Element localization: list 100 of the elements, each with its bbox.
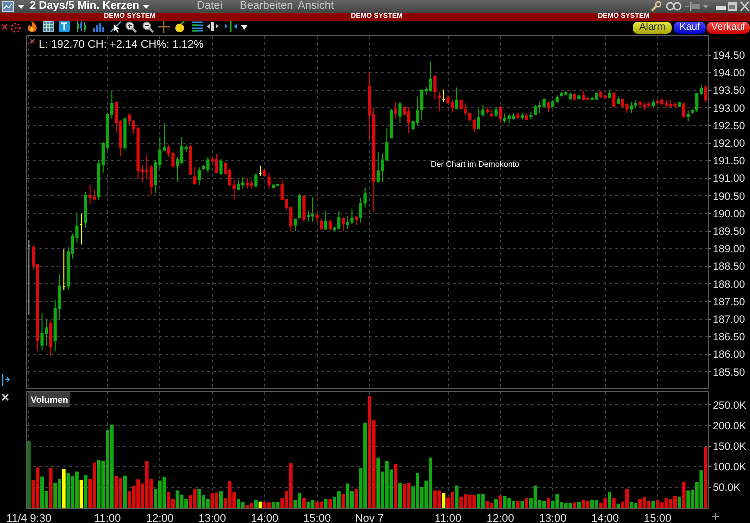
candlestick [534, 104, 538, 116]
bar [512, 501, 516, 508]
candlestick [263, 168, 266, 177]
candlestick [398, 102, 402, 124]
x-tick-label: 13:00 [539, 513, 567, 523]
candlestick [582, 90, 586, 101]
candlestick [124, 116, 127, 151]
bar [276, 502, 280, 508]
candlestick [704, 84, 708, 103]
candlestick [455, 87, 459, 110]
candlestick [608, 89, 612, 100]
bar [678, 496, 682, 508]
bar [145, 461, 149, 508]
x-tick-label: 15:00 [304, 513, 332, 523]
candlestick [429, 62, 432, 92]
candlestick [626, 103, 629, 114]
y-tick-label: 191.00 [713, 173, 746, 186]
bar [97, 460, 101, 508]
y-tick-label: 187.00 [713, 314, 746, 326]
bar [669, 499, 673, 508]
bar [468, 494, 472, 508]
bar [376, 458, 380, 508]
bar [682, 482, 686, 508]
candlestick [215, 154, 218, 174]
bar [638, 498, 642, 508]
candlestick [472, 118, 476, 133]
candlestick [494, 106, 498, 118]
bar [556, 494, 560, 508]
bar [241, 502, 245, 508]
bar [62, 469, 66, 508]
x-tick-label: 14:00 [592, 513, 620, 523]
y-tick-label: 190.50 [713, 190, 746, 203]
bar [612, 498, 616, 508]
bar [36, 468, 40, 508]
bar [634, 503, 638, 508]
candlestick [250, 180, 254, 190]
bar [564, 503, 568, 508]
y-tick-label: 189.50 [713, 226, 746, 238]
x-tick-label: 13:00 [198, 513, 226, 523]
candlestick [643, 102, 646, 111]
bar [324, 498, 328, 508]
bar [573, 502, 577, 508]
candlestick [272, 184, 276, 189]
bar [49, 468, 53, 508]
bar [58, 479, 62, 508]
bar [123, 476, 127, 508]
bar [289, 463, 293, 508]
y-tick-label: 190.00 [713, 208, 746, 220]
annotation: L: 192.70 CH: +2.14 CH%: 1.12% [39, 39, 204, 51]
x-tick-label: Nov 7 [355, 513, 384, 523]
bar [54, 482, 58, 508]
candlestick [530, 112, 533, 120]
x-tick-label: 11:00 [434, 513, 462, 523]
candlestick [407, 106, 411, 134]
bar [534, 486, 538, 508]
candlestick [664, 100, 668, 108]
bar [460, 496, 464, 508]
bar [215, 492, 219, 508]
bar [311, 500, 315, 508]
bar [80, 480, 84, 508]
bar [162, 477, 166, 508]
candlestick [595, 92, 598, 100]
bar [114, 476, 118, 508]
candlestick [686, 110, 690, 122]
candlestick [84, 191, 88, 229]
y-tick-label: 192.00 [713, 138, 746, 150]
candlestick [311, 197, 314, 222]
text: Ansicht [298, 0, 334, 13]
candlestick [420, 89, 424, 121]
candlestick [28, 240, 31, 316]
candlestick [246, 178, 250, 190]
candlestick [512, 112, 516, 120]
candlestick [503, 113, 507, 124]
bar [630, 502, 634, 508]
bar [220, 492, 224, 508]
bar [438, 490, 442, 508]
candlestick [442, 89, 446, 103]
bar [577, 502, 581, 508]
text: Datei [197, 0, 223, 13]
candlestick [578, 94, 581, 100]
y-tick-label: 189.00 [713, 244, 746, 256]
candlestick [88, 184, 92, 205]
candlestick [612, 92, 616, 108]
candlestick [342, 217, 346, 232]
candlestick [547, 102, 550, 113]
bar [302, 498, 306, 508]
candlestick [128, 113, 132, 126]
candlestick [464, 103, 468, 116]
bar [647, 501, 651, 508]
bar [498, 496, 502, 508]
bar [568, 503, 572, 508]
bar [320, 502, 324, 508]
bar [686, 490, 690, 508]
y-tick-label: 193.50 [713, 85, 746, 98]
bar [246, 505, 250, 508]
candlestick [346, 216, 350, 230]
candlestick [573, 93, 576, 101]
y-tick-label: 193.00 [713, 102, 746, 115]
candlestick [49, 320, 53, 357]
y-tick-label: 186.50 [713, 332, 746, 344]
